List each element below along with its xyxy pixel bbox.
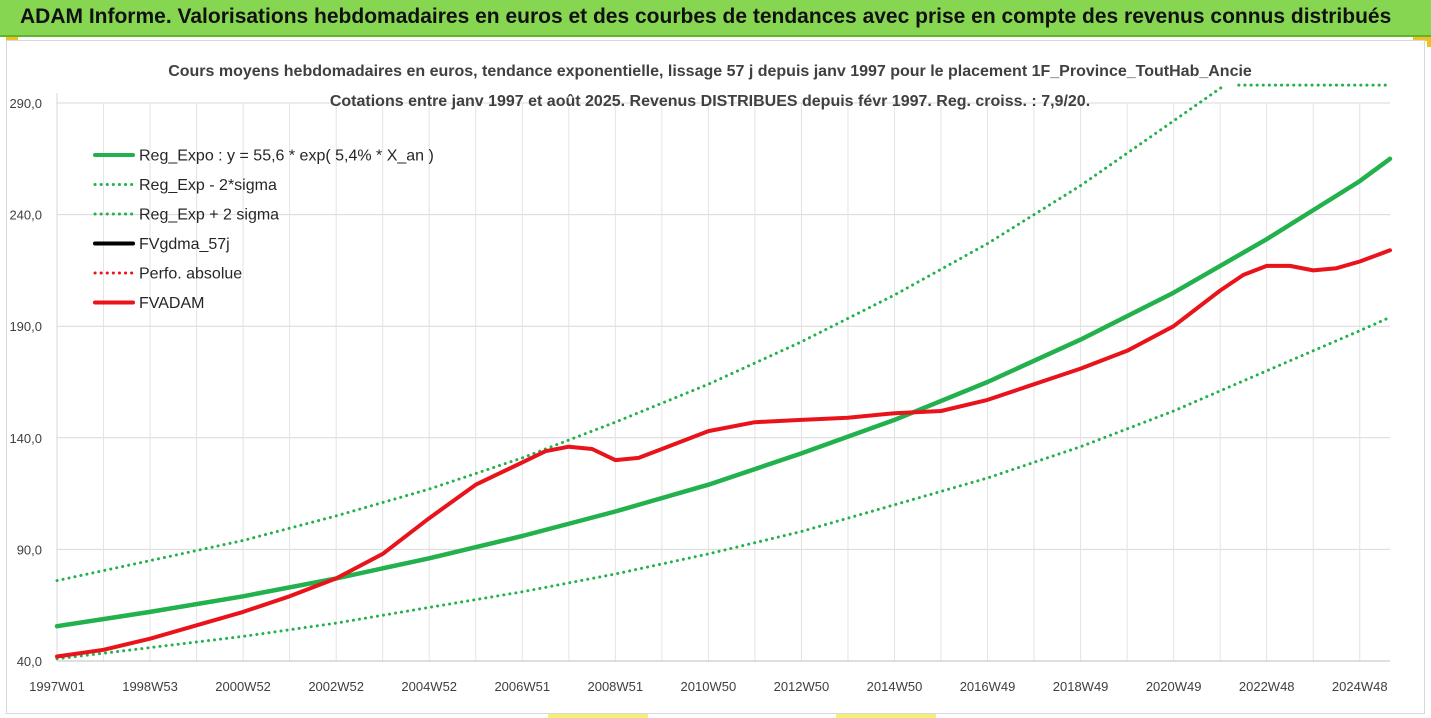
corner-marker-right (1413, 37, 1431, 41)
series-reg-expo (54, 156, 1393, 629)
x-axis: 1997W01 1998W53 2000W52 2002W52 2004W52 2006W… (29, 679, 1387, 694)
y-tick-label: 190,0 (9, 319, 42, 334)
header-banner: ADAM Informe. Valorisations hebdomadaire… (0, 0, 1431, 37)
x-tick-label: 2002W52 (308, 679, 364, 694)
legend-label: FVADAM (139, 295, 204, 312)
series-reg-exp-plus (55, 83, 1227, 583)
chart-frame (6, 40, 1425, 714)
x-tick-label: 2000W52 (215, 679, 271, 694)
legend-label: FVgdma_57j (139, 236, 230, 253)
chart-subtitle: Cotations entre janv 1997 et août 2025. … (330, 93, 1090, 110)
series-fvadam (55, 248, 1392, 659)
corner-marker-right-side (1427, 37, 1431, 47)
bottom-marker-left (548, 714, 648, 718)
y-axis: 290,0 240,0 190,0 140,0 90,0 40,0 (9, 96, 42, 669)
x-tick-label: 2010W50 (681, 679, 737, 694)
x-tick-label: 2006W51 (494, 679, 550, 694)
legend-label: Reg_Exp + 2 sigma (139, 207, 279, 224)
y-tick-label: 40,0 (17, 654, 42, 669)
x-tick-label: 2014W50 (867, 679, 923, 694)
legend: Reg_Expo : y = 55,6 * exp( 5,4% * X_an )… (93, 148, 434, 312)
corner-marker-left (6, 37, 18, 41)
banner-title: ADAM Informe. Valorisations hebdomadaire… (20, 5, 1392, 28)
series-reg-exp-minus (55, 315, 1392, 661)
bottom-marker-right (836, 714, 936, 718)
x-tick-label: 2024W48 (1332, 679, 1388, 694)
y-tick-label: 290,0 (9, 96, 42, 111)
legend-label: Reg_Expo : y = 55,6 * exp( 5,4% * X_an ) (139, 148, 434, 165)
x-tick-label: 2008W51 (587, 679, 643, 694)
legend-label: Reg_Exp - 2*sigma (139, 177, 277, 194)
x-tick-label: 2022W48 (1239, 679, 1295, 694)
x-tick-label: 2016W49 (960, 679, 1016, 694)
legend-label: Perfo. absolue (139, 266, 242, 283)
y-tick-label: 140,0 (9, 431, 42, 446)
chart-title: Cours moyens hebdomadaires en euros, ten… (168, 63, 1252, 80)
series-lines (54, 83, 1393, 661)
y-tick-label: 240,0 (9, 208, 42, 223)
y-tick-label: 90,0 (17, 542, 42, 557)
x-tick-label: 2020W49 (1146, 679, 1202, 694)
x-tick-label: 1997W01 (29, 679, 85, 694)
x-tick-label: 2018W49 (1053, 679, 1109, 694)
x-tick-label: 2004W52 (401, 679, 457, 694)
x-tick-label: 2012W50 (774, 679, 830, 694)
x-tick-label: 1998W53 (122, 679, 178, 694)
